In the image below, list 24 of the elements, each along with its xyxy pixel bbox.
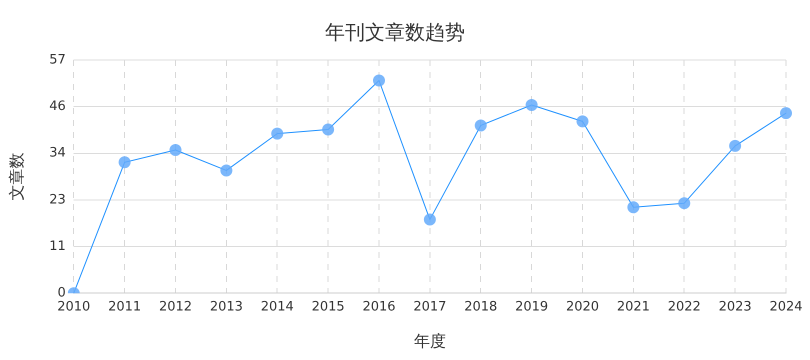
x-tick-label: 2014 xyxy=(260,299,294,314)
x-tick-label: 2013 xyxy=(210,299,243,314)
y-tick-label: 57 xyxy=(49,52,66,68)
x-tick-label: 2019 xyxy=(515,299,548,314)
x-tick-label: 2010 xyxy=(57,299,90,314)
chart-title: 年刊文章数趋势 xyxy=(325,20,465,44)
x-tick-label: 2023 xyxy=(718,299,752,314)
y-tick-label: 0 xyxy=(57,286,66,301)
x-tick-label: 2024 xyxy=(769,299,803,314)
x-tick-label: 2011 xyxy=(108,299,142,314)
x-tick-label: 2022 xyxy=(668,299,701,314)
x-tick-label: 2015 xyxy=(312,299,345,314)
x-tick-label: 2012 xyxy=(158,299,192,314)
x-tick-label: 2016 xyxy=(362,299,396,314)
y-tick-label: 46 xyxy=(49,99,66,114)
x-tick-label: 2020 xyxy=(566,299,600,314)
y-tick-label: 11 xyxy=(49,238,66,254)
y-axis-title: 文章数 xyxy=(6,152,26,201)
x-tick-label: 2018 xyxy=(464,299,498,314)
y-tick-label: 23 xyxy=(49,192,66,208)
x-axis-title: 年度 xyxy=(414,332,446,351)
y-tick-label: 34 xyxy=(49,146,66,161)
x-tick-label: 2017 xyxy=(413,299,446,314)
x-tick-label: 2021 xyxy=(616,299,650,314)
